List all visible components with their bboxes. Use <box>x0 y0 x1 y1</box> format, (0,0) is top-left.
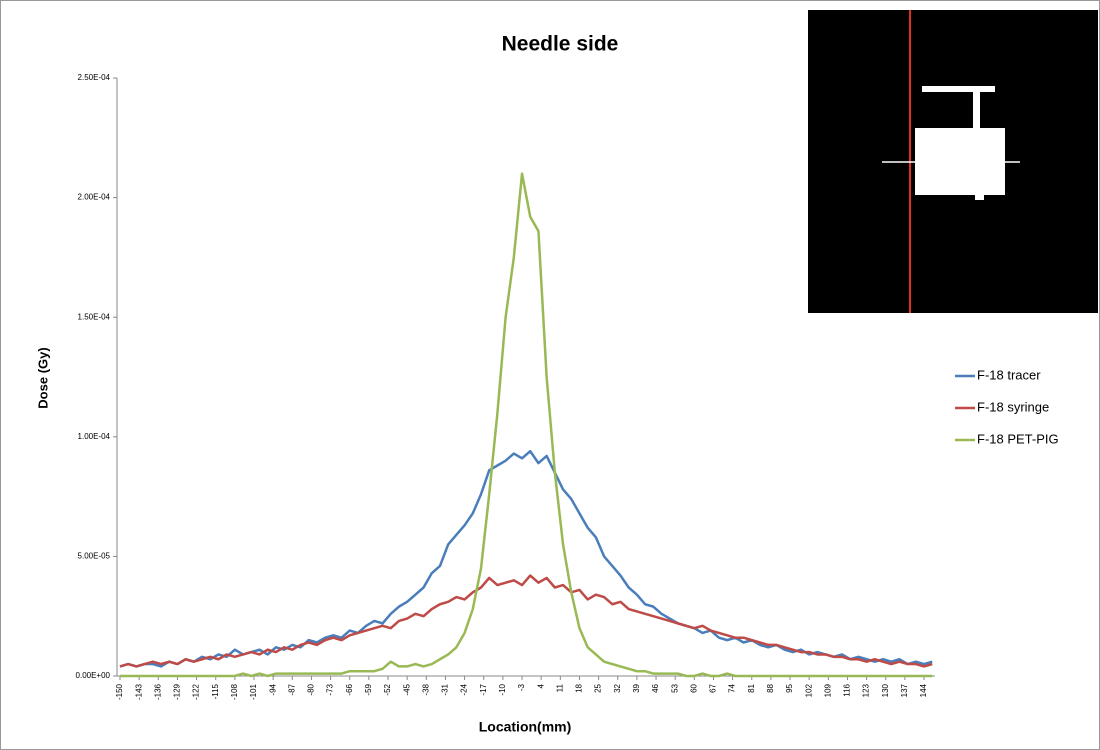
x-tick-label: 60 <box>689 683 698 692</box>
y-tick-label: 2.50E-04 <box>78 73 111 82</box>
inset-image <box>808 10 1098 313</box>
x-tick-label: -129 <box>173 683 182 700</box>
x-tick-label: 25 <box>594 683 603 692</box>
legend-label: F-18 tracer <box>977 367 1041 382</box>
x-tick-label: -122 <box>192 683 201 700</box>
x-tick-label: -52 <box>383 683 392 695</box>
x-tick-label: -59 <box>364 683 373 695</box>
x-tick-label: -24 <box>460 683 469 695</box>
x-tick-label: -73 <box>326 683 335 695</box>
x-tick-label: 67 <box>709 683 718 692</box>
x-tick-label: -150 <box>115 683 124 700</box>
x-tick-label: -101 <box>249 683 258 700</box>
x-tick-label: 144 <box>919 683 928 697</box>
y-tick-label: 2.00E-04 <box>78 193 111 202</box>
x-tick-label: 74 <box>728 683 737 692</box>
x-tick-label: -143 <box>134 683 143 700</box>
series-line <box>119 574 933 668</box>
x-tick-label: 130 <box>881 683 890 697</box>
x-tick-label: 88 <box>766 683 775 692</box>
x-tick-label: -115 <box>211 683 220 699</box>
x-tick-label: 81 <box>747 683 756 692</box>
x-tick-label: 39 <box>632 683 641 692</box>
x-tick-label: -136 <box>153 683 162 700</box>
chart-title: Needle side <box>502 33 619 56</box>
y-tick-label: 1.00E-04 <box>78 432 111 441</box>
x-tick-label: 18 <box>575 683 584 692</box>
x-tick-label: 46 <box>651 683 660 692</box>
x-tick-label: -87 <box>287 683 296 695</box>
y-tick-label: 1.50E-04 <box>78 312 111 321</box>
x-tick-label: 116 <box>843 683 852 696</box>
x-tick-label: 53 <box>670 683 679 692</box>
x-tick-label: -31 <box>441 683 450 695</box>
x-axis-label: Location(mm) <box>479 719 572 735</box>
x-tick-label: 123 <box>862 683 871 697</box>
x-tick-label: -80 <box>307 683 316 695</box>
x-tick-label: -10 <box>498 683 507 695</box>
y-tick-label: 5.00E-05 <box>78 552 111 561</box>
legend-label: F-18 syringe <box>977 399 1049 414</box>
x-tick-label: -3 <box>517 683 526 691</box>
x-tick-label: 32 <box>613 683 622 692</box>
x-tick-label: 102 <box>804 683 813 697</box>
x-tick-label: 109 <box>823 683 832 697</box>
series-line <box>120 172 933 678</box>
y-axis-label: Dose (Gy) <box>35 347 50 408</box>
x-tick-label: -45 <box>402 683 411 695</box>
legend-label: F-18 PET-PIG <box>977 431 1059 446</box>
x-tick-label: 11 <box>555 683 564 692</box>
x-tick-label: -17 <box>479 683 488 695</box>
x-tick-label: -94 <box>268 683 277 695</box>
y-tick-label: 0.00E+00 <box>76 671 111 680</box>
x-tick-label: 137 <box>900 683 909 697</box>
x-tick-label: 95 <box>785 683 794 692</box>
x-tick-label: -108 <box>230 683 239 700</box>
x-tick-label: -38 <box>421 683 430 695</box>
x-tick-label: -66 <box>345 683 354 695</box>
x-tick-label: 4 <box>536 683 545 688</box>
